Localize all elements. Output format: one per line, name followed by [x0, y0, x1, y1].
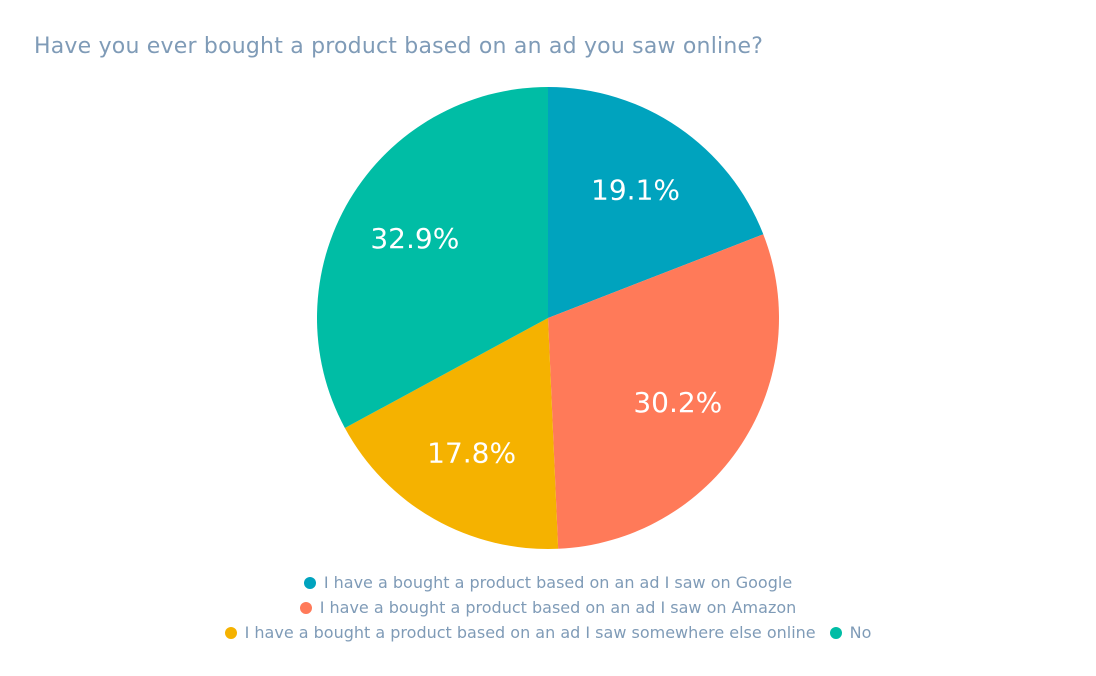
pie-slice-google[interactable] [548, 87, 764, 318]
legend-label-amazon: I have a bought a product based on an ad… [319, 598, 797, 617]
legend-label-elsewhere: I have a bought a product based on an ad… [244, 623, 816, 642]
slice-label-no: 32.9% [370, 222, 459, 255]
legend-item-no[interactable]: No [829, 623, 872, 642]
legend-label-no: No [849, 623, 872, 642]
legend-marker-google [303, 576, 316, 589]
legend-item-elsewhere[interactable]: I have a bought a product based on an ad… [224, 623, 816, 642]
legend: I have a bought a product based on an ad… [0, 570, 1096, 645]
legend-row-2: I have a bought a product based on an ad… [0, 595, 1096, 620]
legend-item-google[interactable]: I have a bought a product based on an ad… [303, 573, 793, 592]
pie-slice-amazon[interactable] [548, 234, 779, 549]
legend-marker-amazon [299, 601, 312, 614]
legend-item-amazon[interactable]: I have a bought a product based on an ad… [299, 598, 797, 617]
legend-row-1: I have a bought a product based on an ad… [0, 570, 1096, 595]
pie-chart: 19.1% 30.2% 17.8% 32.9% [316, 87, 779, 549]
legend-marker-elsewhere [224, 626, 237, 639]
legend-label-google: I have a bought a product based on an ad… [323, 573, 793, 592]
slice-label-elsewhere: 17.8% [427, 436, 516, 469]
slice-label-google: 19.1% [591, 174, 680, 207]
pie-slice-no[interactable] [316, 87, 548, 429]
legend-row-3: I have a bought a product based on an ad… [0, 620, 1096, 645]
legend-marker-no [829, 626, 842, 639]
slice-label-amazon: 30.2% [633, 386, 722, 419]
chart-title: Have you ever bought a product based on … [34, 34, 764, 59]
pie-slice-elsewhere[interactable] [344, 318, 559, 549]
